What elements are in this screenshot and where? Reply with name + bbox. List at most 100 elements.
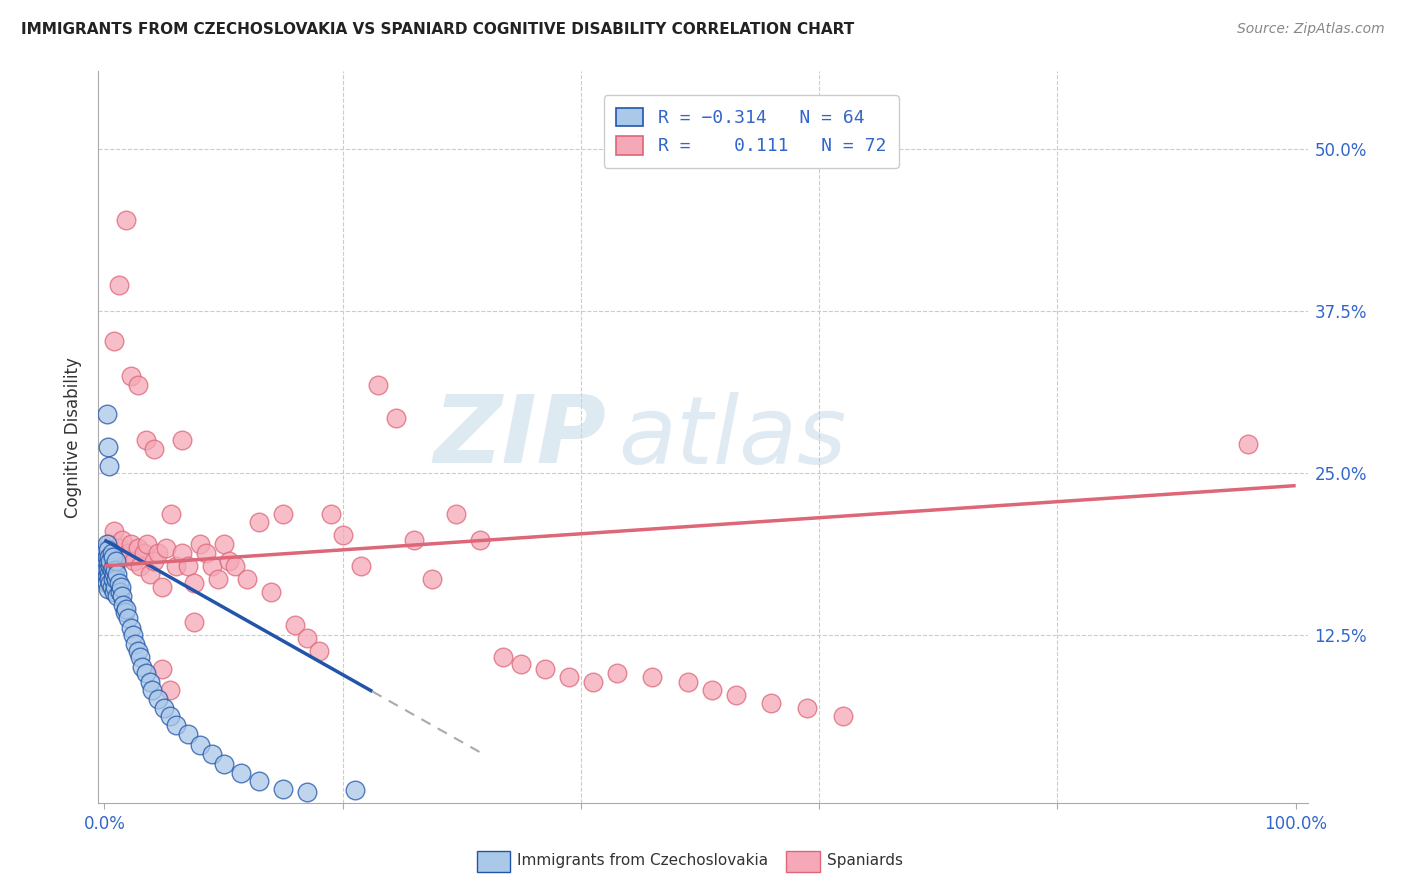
Point	[97, 563, 120, 577]
Point	[120, 537, 142, 551]
Point	[96, 537, 118, 551]
Point	[385, 411, 408, 425]
Point	[127, 541, 149, 555]
Point	[97, 582, 120, 597]
Point	[150, 580, 173, 594]
Point	[100, 546, 122, 560]
Point	[143, 442, 166, 457]
Legend: R = −0.314   N = 64, R =    0.111   N = 72: R = −0.314 N = 64, R = 0.111 N = 72	[603, 95, 898, 168]
Point	[135, 666, 157, 681]
Point	[558, 670, 581, 684]
Point	[146, 692, 169, 706]
Point	[177, 558, 200, 573]
Point	[194, 546, 217, 560]
Point	[582, 675, 605, 690]
Point	[444, 507, 467, 521]
Point	[247, 515, 270, 529]
Y-axis label: Cognitive Disability: Cognitive Disability	[65, 357, 83, 517]
Point	[104, 580, 127, 594]
Point	[96, 569, 118, 583]
Point	[534, 663, 557, 677]
Point	[98, 537, 121, 551]
Point	[98, 566, 121, 581]
Point	[98, 572, 121, 586]
Point	[114, 606, 136, 620]
Point	[207, 572, 229, 586]
Point	[160, 507, 183, 521]
Point	[146, 546, 169, 560]
Point	[96, 408, 118, 422]
Point	[101, 549, 124, 564]
Point	[153, 701, 176, 715]
Point	[101, 560, 124, 574]
Point	[231, 766, 253, 780]
Point	[96, 575, 118, 590]
Point	[510, 657, 533, 672]
Point	[120, 368, 142, 383]
Point	[200, 747, 222, 761]
Point	[271, 781, 294, 796]
Point	[420, 572, 443, 586]
Point	[761, 696, 783, 710]
Point	[97, 440, 120, 454]
Point	[349, 558, 371, 573]
Text: Immigrants from Czechoslovakia: Immigrants from Czechoslovakia	[517, 854, 769, 868]
Point	[98, 575, 121, 590]
Point	[131, 660, 153, 674]
Point	[260, 584, 283, 599]
Point	[247, 773, 270, 788]
Point	[183, 575, 205, 590]
Point	[404, 533, 426, 547]
Point	[105, 572, 128, 586]
Point	[107, 541, 129, 555]
Point	[94, 563, 117, 577]
Point	[132, 546, 155, 560]
Point	[200, 558, 222, 573]
Point	[724, 689, 747, 703]
Point	[136, 537, 159, 551]
Point	[159, 683, 181, 698]
Point	[218, 554, 240, 568]
Point	[97, 543, 120, 558]
Point	[105, 554, 128, 568]
Point	[308, 644, 330, 658]
Point	[127, 377, 149, 392]
Point	[165, 718, 187, 732]
Point	[170, 546, 193, 560]
Point	[284, 618, 307, 632]
Point	[212, 537, 235, 551]
Point	[676, 675, 699, 690]
Text: Spaniards: Spaniards	[827, 854, 903, 868]
Point	[104, 563, 127, 577]
Point	[96, 549, 118, 564]
Point	[124, 636, 146, 650]
Point	[100, 546, 122, 560]
Point	[111, 533, 134, 547]
Point	[120, 621, 142, 635]
Point	[97, 557, 120, 571]
Point	[107, 575, 129, 590]
Point	[114, 549, 136, 564]
Point	[1237, 437, 1260, 451]
Point	[150, 663, 173, 677]
Text: IMMIGRANTS FROM CZECHOSLOVAKIA VS SPANIARD COGNITIVE DISABILITY CORRELATION CHAR: IMMIGRANTS FROM CZECHOSLOVAKIA VS SPANIA…	[21, 22, 855, 37]
Point	[103, 584, 125, 599]
Point	[332, 528, 354, 542]
Point	[295, 632, 318, 646]
Point	[796, 701, 818, 715]
Point	[98, 558, 121, 573]
Point	[212, 756, 235, 771]
Point	[159, 709, 181, 723]
Point	[319, 507, 342, 521]
Point	[103, 524, 125, 538]
Point	[94, 557, 117, 571]
Point	[343, 782, 366, 797]
Point	[224, 558, 246, 573]
Point	[641, 670, 664, 684]
Point	[98, 554, 121, 568]
Point	[700, 683, 723, 698]
Point	[188, 738, 211, 752]
Point	[122, 554, 145, 568]
Point	[111, 589, 134, 603]
Point	[94, 543, 117, 558]
